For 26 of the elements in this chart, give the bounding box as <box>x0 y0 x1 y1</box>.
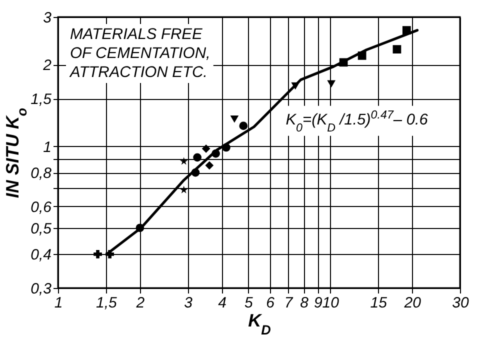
y-tick-label: 0,3 <box>30 280 52 298</box>
y-tick-label: 0,4 <box>30 246 52 264</box>
annotation: K$_{0}$=(K$_{D}$ /1.5)$^{0.47}$– 0.6 <box>286 108 428 134</box>
x-tick-label: 1 <box>54 294 63 312</box>
y-tick-label: 1 <box>43 138 52 156</box>
x-tick-label: 9 <box>314 294 324 312</box>
x-tick-label: 20 <box>403 294 422 312</box>
y-tick-label: 2 <box>42 57 52 74</box>
x-tick-label: 30 <box>452 294 470 312</box>
x-tick-label: 7 <box>284 294 294 312</box>
x-tick-label: 1,5 <box>96 294 118 312</box>
x-axis-title: K$_{D}$ <box>248 310 272 337</box>
y-tick-label: 0,5 <box>30 220 52 238</box>
x-tick-label: 2 <box>135 294 146 312</box>
y-tick-label: 3 <box>43 10 52 26</box>
x-tick-label: 10 <box>322 294 340 312</box>
x-tick-label: 5 <box>244 294 254 312</box>
x-tick-label: 4 <box>218 294 227 312</box>
x-tick-label: 8 <box>300 294 310 312</box>
y-tick-label: 1,5 <box>30 91 52 108</box>
x-tick-label: 3 <box>184 294 194 312</box>
y-tick-label: 0,8 <box>30 165 52 182</box>
y-tick-label: 0,6 <box>30 198 52 216</box>
x-tick-label: 15 <box>370 294 388 312</box>
x-tick-label: 6 <box>266 294 276 312</box>
annotation: MATERIALS FREE OF CEMENTATION, ATTRACTION ETC. <box>69 26 210 81</box>
